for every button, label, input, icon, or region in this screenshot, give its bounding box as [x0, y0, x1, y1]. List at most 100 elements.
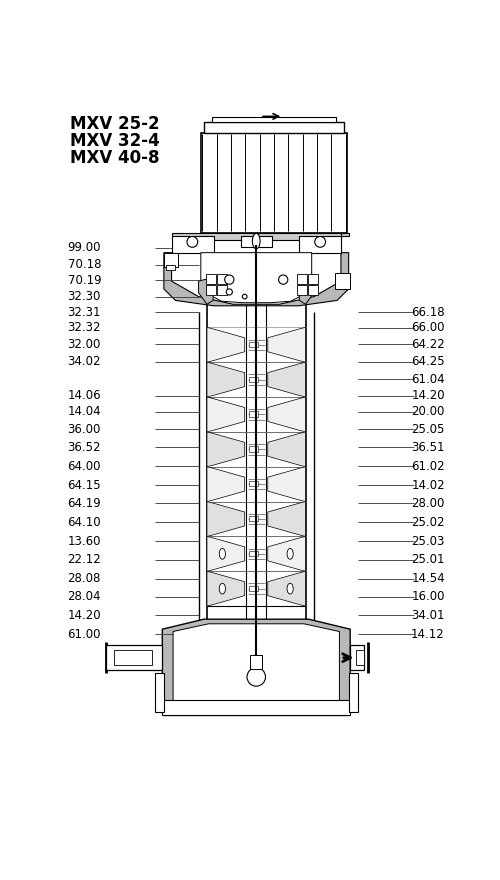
- Circle shape: [187, 237, 198, 247]
- Polygon shape: [201, 253, 312, 303]
- Bar: [348, 673, 358, 712]
- Bar: [204, 121, 344, 133]
- Bar: [248, 481, 258, 487]
- Text: 61.00: 61.00: [68, 627, 101, 641]
- Text: 25.02: 25.02: [412, 516, 445, 529]
- Text: 16.00: 16.00: [412, 590, 445, 604]
- Bar: [248, 377, 258, 382]
- Text: 64.15: 64.15: [68, 479, 101, 492]
- Text: 14.12: 14.12: [411, 627, 445, 641]
- Bar: [248, 411, 258, 417]
- Polygon shape: [207, 327, 244, 363]
- Text: 25.03: 25.03: [412, 535, 445, 547]
- Text: 14.04: 14.04: [68, 406, 101, 418]
- Polygon shape: [268, 502, 306, 537]
- Ellipse shape: [220, 583, 226, 594]
- Bar: [350, 645, 364, 670]
- Text: 14.20: 14.20: [68, 609, 101, 621]
- Bar: [248, 446, 258, 451]
- Text: 36.52: 36.52: [68, 441, 101, 453]
- Text: 64.10: 64.10: [68, 516, 101, 529]
- Bar: [241, 236, 272, 246]
- Text: 64.25: 64.25: [412, 356, 445, 368]
- Text: 61.02: 61.02: [412, 459, 445, 473]
- Polygon shape: [207, 397, 244, 432]
- Ellipse shape: [287, 548, 293, 559]
- Polygon shape: [207, 502, 244, 537]
- Text: 14.02: 14.02: [412, 479, 445, 492]
- Text: 25.05: 25.05: [412, 423, 445, 436]
- Text: 22.12: 22.12: [68, 554, 102, 566]
- Text: 13.60: 13.60: [68, 535, 101, 547]
- Bar: [250, 656, 262, 669]
- Polygon shape: [268, 397, 306, 432]
- Text: 70.19: 70.19: [68, 274, 101, 287]
- Bar: [217, 285, 227, 295]
- Bar: [298, 236, 341, 253]
- Circle shape: [247, 668, 266, 686]
- Text: 36.00: 36.00: [68, 423, 101, 436]
- Bar: [106, 645, 162, 670]
- Bar: [308, 275, 318, 284]
- Bar: [212, 117, 336, 121]
- Ellipse shape: [287, 583, 293, 594]
- Text: MXV 32-4: MXV 32-4: [70, 132, 160, 150]
- Polygon shape: [268, 327, 306, 363]
- Bar: [164, 253, 177, 267]
- Ellipse shape: [252, 233, 260, 249]
- Bar: [248, 341, 258, 347]
- Polygon shape: [268, 432, 306, 466]
- Bar: [248, 551, 258, 556]
- Bar: [335, 274, 350, 289]
- Bar: [206, 275, 216, 284]
- Text: 34.01: 34.01: [412, 609, 445, 621]
- Bar: [166, 265, 175, 269]
- Text: 64.00: 64.00: [68, 459, 101, 473]
- Text: 66.18: 66.18: [412, 305, 445, 319]
- Circle shape: [242, 294, 247, 299]
- Circle shape: [278, 275, 288, 284]
- Bar: [162, 700, 350, 715]
- Polygon shape: [268, 537, 306, 571]
- Text: 64.19: 64.19: [68, 497, 102, 510]
- Bar: [297, 275, 307, 284]
- Bar: [154, 673, 164, 712]
- Circle shape: [315, 237, 326, 247]
- Polygon shape: [300, 277, 314, 304]
- Text: 14.06: 14.06: [68, 389, 101, 402]
- Polygon shape: [162, 620, 350, 715]
- Ellipse shape: [220, 548, 226, 559]
- Bar: [297, 285, 307, 295]
- Polygon shape: [268, 466, 306, 502]
- Polygon shape: [207, 466, 244, 502]
- Bar: [172, 232, 341, 240]
- Text: 28.00: 28.00: [412, 497, 445, 510]
- Text: 25.01: 25.01: [412, 554, 445, 566]
- Polygon shape: [207, 537, 244, 571]
- Bar: [206, 285, 216, 295]
- Bar: [172, 236, 214, 253]
- Text: 99.00: 99.00: [68, 241, 101, 254]
- Text: 34.02: 34.02: [68, 356, 101, 368]
- Text: 32.30: 32.30: [68, 290, 101, 304]
- Polygon shape: [268, 363, 306, 397]
- Text: 20.00: 20.00: [412, 406, 445, 418]
- Text: 70.18: 70.18: [68, 259, 101, 271]
- Text: 14.20: 14.20: [412, 389, 445, 402]
- Polygon shape: [207, 571, 244, 606]
- Polygon shape: [164, 253, 348, 306]
- Text: 32.31: 32.31: [68, 305, 101, 319]
- Text: MXV 25-2: MXV 25-2: [70, 114, 160, 133]
- Polygon shape: [198, 277, 213, 304]
- Polygon shape: [207, 363, 244, 397]
- Text: MXV 40-8: MXV 40-8: [70, 149, 160, 166]
- Bar: [356, 650, 364, 665]
- Text: 28.08: 28.08: [68, 572, 101, 585]
- Text: 14.54: 14.54: [412, 572, 445, 585]
- Bar: [248, 516, 258, 521]
- Text: 64.22: 64.22: [411, 338, 445, 350]
- Bar: [200, 232, 348, 236]
- Bar: [308, 285, 318, 295]
- Circle shape: [226, 289, 232, 295]
- Polygon shape: [207, 432, 244, 466]
